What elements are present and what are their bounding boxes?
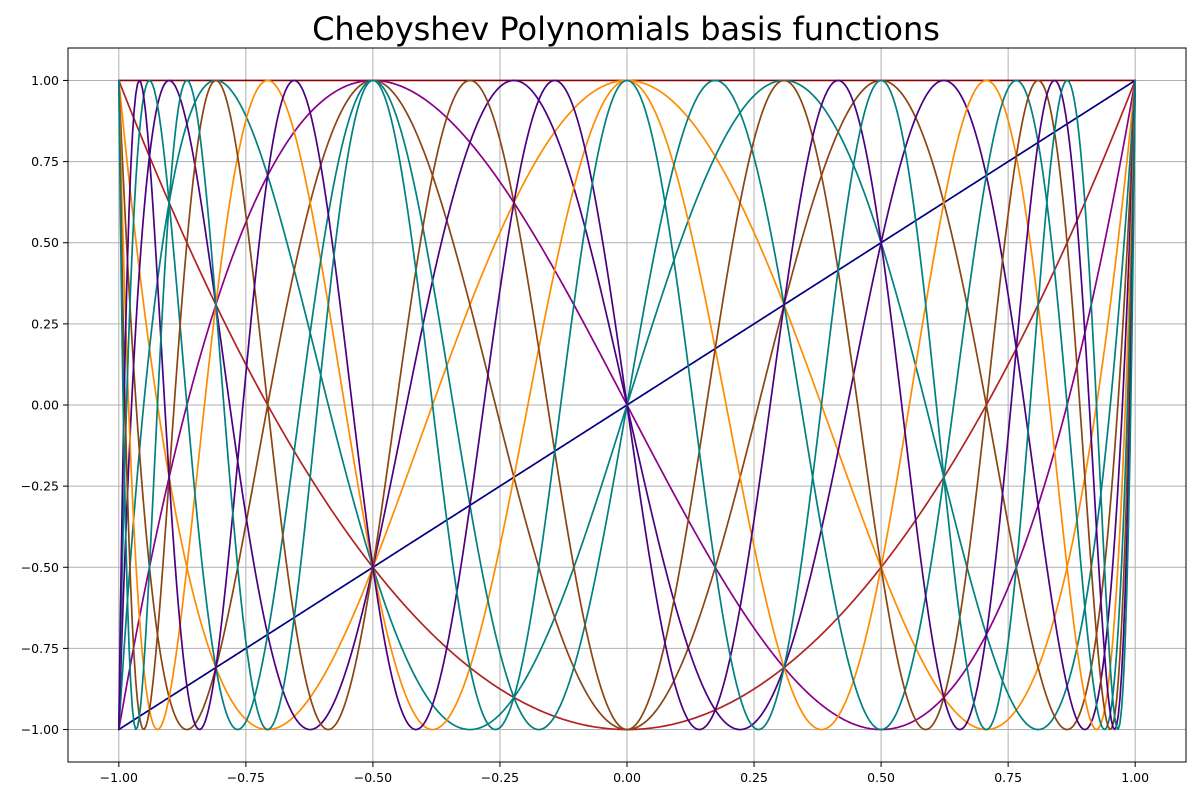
y-tick-label: 1.00 [31, 73, 59, 88]
y-tick-label: −1.00 [21, 722, 59, 737]
series-line-t12 [117, 79, 1137, 731]
x-tick-label: −1.00 [100, 770, 138, 785]
y-tick-label: 0.00 [31, 398, 59, 413]
y-tick-label: 0.75 [31, 154, 59, 169]
y-tick-label: −0.50 [21, 560, 59, 575]
x-axis-ticks: −1.00 −0.75 −0.50 −0.25 0.00 0.25 0.50 0.75 1.00 [100, 762, 1149, 785]
y-tick-label: 0.50 [31, 235, 59, 250]
series-lines [117, 79, 1137, 731]
x-tick-label: 0.00 [613, 770, 641, 785]
y-tick-label: −0.75 [21, 641, 59, 656]
y-tick-label: 0.25 [31, 316, 59, 331]
chart-title: Chebyshev Polynomials basis functions [312, 10, 940, 48]
y-tick-label: −0.25 [21, 479, 59, 494]
x-tick-label: 0.25 [740, 770, 768, 785]
x-tick-label: −0.50 [354, 770, 392, 785]
x-tick-label: 0.50 [867, 770, 895, 785]
y-axis-ticks: −1.00 −0.75 −0.50 −0.25 0.00 0.25 0.50 0.75 1.00 [21, 73, 68, 737]
x-tick-label: 1.00 [1121, 770, 1149, 785]
x-tick-label: −0.25 [481, 770, 519, 785]
series-line-t10 [117, 79, 1137, 731]
x-tick-label: −0.75 [227, 770, 265, 785]
x-tick-label: 0.75 [994, 770, 1022, 785]
series-line-t11 [117, 79, 1137, 731]
